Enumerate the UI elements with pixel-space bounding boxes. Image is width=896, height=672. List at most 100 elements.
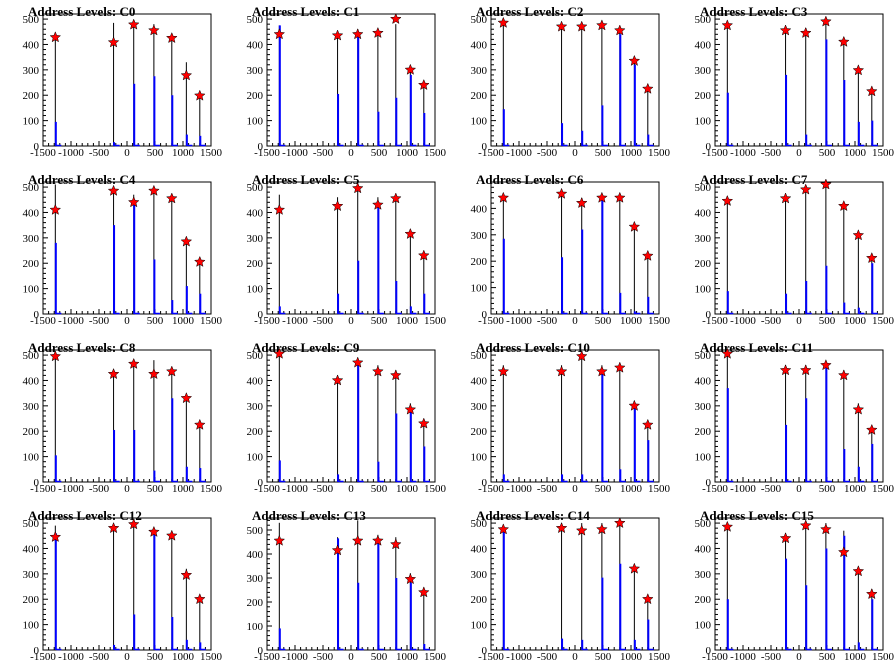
x-tick-label: 0 <box>124 483 130 495</box>
x-tick-label: -1000 <box>730 315 756 327</box>
x-tick-label: -500 <box>313 651 334 663</box>
star-marker <box>865 423 878 435</box>
x-tick-label: -1500 <box>30 483 56 495</box>
y-tick-label: 400 <box>695 543 712 555</box>
plot-frame <box>490 181 660 315</box>
y-tick-label: 200 <box>247 258 264 270</box>
chart-svg: 0 100 200 300 400 500 -1500 -1000 -500 0 500 1000 15… <box>23 349 223 495</box>
star-marker <box>497 16 510 28</box>
y-tick-label: 200 <box>695 90 712 102</box>
y-tick-label: 100 <box>695 620 712 632</box>
chart-svg: 0 100 200 300 400 500 -1500 -1000 -500 0 500 1000 15… <box>695 178 895 327</box>
star-marker <box>273 28 286 40</box>
x-tick-label: 1500 <box>200 147 223 159</box>
chart-svg: 0 100 200 300 400 500 -1500 -1000 -500 0 500 1000 15… <box>695 13 895 159</box>
star-marker <box>148 525 160 537</box>
x-tick-label: 1000 <box>396 147 419 159</box>
y-tick-label: 0 <box>34 309 40 321</box>
y-tick-label: 300 <box>23 401 40 413</box>
star-marker <box>613 361 626 373</box>
x-tick-label: -1000 <box>282 147 308 159</box>
star-marker <box>107 36 120 48</box>
star-marker <box>852 229 865 241</box>
star-marker <box>127 518 140 530</box>
star-marker <box>575 524 588 536</box>
y-tick-label: 0 <box>482 141 488 153</box>
y-tick-label: 100 <box>471 452 488 464</box>
x-tick-label: -1500 <box>30 651 56 663</box>
star-marker <box>148 24 160 36</box>
star-marker <box>193 593 206 605</box>
y-tick-label: 300 <box>695 65 712 77</box>
x-tick-label: -1000 <box>730 147 756 159</box>
x-tick-label: -500 <box>761 315 782 327</box>
y-tick-label: 0 <box>706 141 712 153</box>
y-tick-label: 300 <box>471 569 488 581</box>
y-tick-label: 300 <box>23 569 40 581</box>
star-marker <box>193 89 206 101</box>
chart-title: Address Levels: C13 <box>252 508 366 523</box>
y-tick-label: 300 <box>695 233 712 245</box>
chart-svg: 0 100 200 300 400 500 -1500 -1000 -500 0 500 1000 15… <box>247 517 447 663</box>
star-marker <box>820 523 832 535</box>
star-marker <box>641 249 654 261</box>
star-marker <box>613 24 626 36</box>
star-marker <box>596 191 608 203</box>
y-tick-label: 0 <box>706 477 712 489</box>
y-tick-label: 400 <box>695 375 712 387</box>
star-marker <box>389 192 402 204</box>
plot-frame <box>714 181 884 315</box>
star-marker <box>331 544 344 556</box>
star-marker <box>417 249 430 261</box>
x-tick-label: -500 <box>761 147 782 159</box>
star-marker <box>820 178 832 190</box>
y-tick-label: 300 <box>247 65 264 77</box>
x-tick-label: 1500 <box>200 651 223 663</box>
x-tick-label: 1000 <box>172 315 195 327</box>
x-tick-label: -1000 <box>282 483 308 495</box>
x-tick-label: 500 <box>819 147 836 159</box>
y-tick-label: 300 <box>695 569 712 581</box>
x-tick-label: 1000 <box>844 315 867 327</box>
star-marker <box>799 26 812 39</box>
y-tick-label: 500 <box>23 182 40 194</box>
y-tick-label: 400 <box>471 375 488 387</box>
chart-title: Address Levels: C1 <box>252 4 360 19</box>
y-tick-label: 0 <box>482 309 488 321</box>
y-tick-label: 200 <box>695 426 712 438</box>
x-tick-label: 0 <box>796 483 802 495</box>
star-marker <box>165 365 178 377</box>
star-marker <box>641 593 654 605</box>
star-marker <box>721 520 734 532</box>
star-marker <box>351 28 364 40</box>
y-tick-label: 100 <box>247 452 264 464</box>
y-tick-label: 500 <box>695 182 712 194</box>
chart-title: Address Levels: C8 <box>28 340 136 355</box>
star-marker <box>555 521 568 534</box>
star-marker <box>404 63 417 75</box>
star-marker <box>837 35 850 47</box>
chart-svg: 0 100 200 300 400 500 -1500 -1000 -500 0 500 1000 15… <box>23 13 223 159</box>
y-tick-label: 300 <box>247 401 264 413</box>
star-marker <box>779 364 792 376</box>
x-tick-label: 1000 <box>396 483 419 495</box>
y-tick-label: 400 <box>471 39 488 51</box>
star-marker <box>107 184 120 196</box>
x-tick-label: -1500 <box>478 315 504 327</box>
star-marker <box>596 19 608 31</box>
x-tick-label: -1000 <box>58 315 84 327</box>
star-marker <box>127 357 140 369</box>
star-marker <box>820 359 832 371</box>
y-tick-label: 300 <box>471 230 488 242</box>
y-tick-label: 400 <box>247 207 264 219</box>
x-tick-label: -1500 <box>702 315 728 327</box>
star-marker <box>372 534 384 546</box>
x-tick-label: 500 <box>371 315 388 327</box>
x-tick-label: 500 <box>595 147 612 159</box>
star-marker <box>865 85 878 97</box>
star-marker <box>273 203 286 215</box>
star-marker <box>779 192 792 204</box>
x-tick-label: -500 <box>89 315 110 327</box>
chart-panel: Address Levels: C0 0 100 200 300 400 500 -1500-… <box>0 0 224 168</box>
x-tick-label: -500 <box>537 315 558 327</box>
